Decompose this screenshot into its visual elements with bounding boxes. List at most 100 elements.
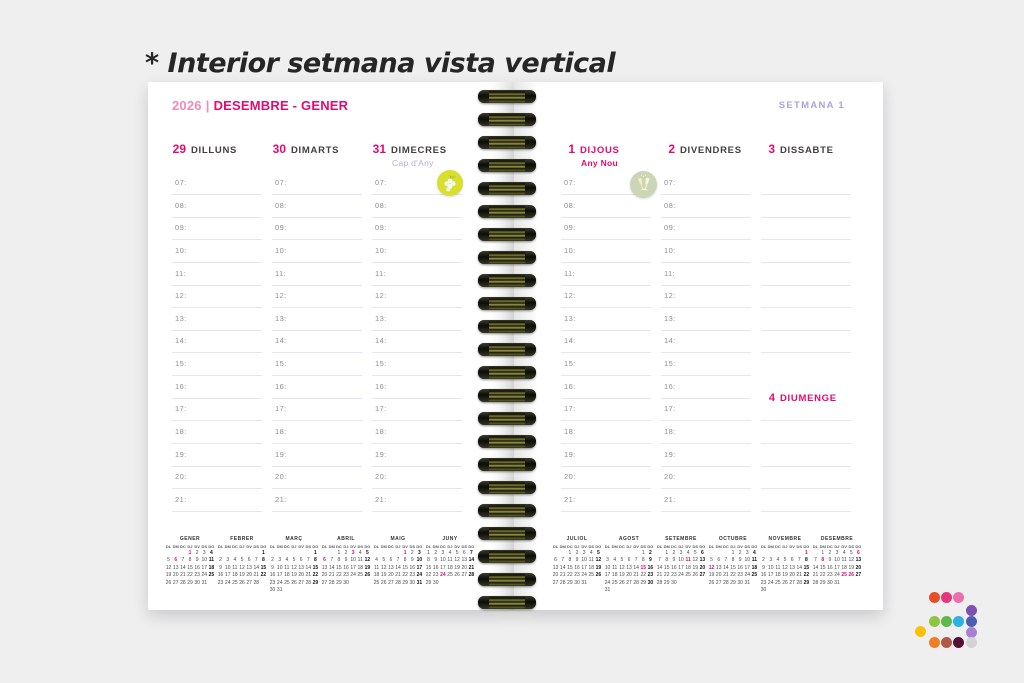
slot-rule [172, 216, 262, 218]
slot-rule [561, 284, 651, 286]
slot-rule [561, 510, 651, 512]
day-cell: 10 [350, 557, 356, 564]
spiral-coil [478, 549, 536, 563]
time-slot: 19: [172, 450, 262, 473]
day-cell: 15 [663, 564, 670, 571]
day-cell: 18 [357, 564, 364, 571]
month-title: GENER [179, 536, 201, 542]
weekday-cell: DL [708, 544, 715, 549]
weekday-cell: DL [217, 544, 224, 549]
day-cell: 10 [201, 557, 208, 564]
day-cell: 29 [402, 579, 408, 586]
empty-cell [633, 550, 640, 557]
day-cell: 20 [246, 572, 252, 579]
time-label: 14: [664, 336, 676, 346]
day-cell: 10 [416, 557, 423, 564]
time-slot [761, 223, 851, 246]
day-cell: 25 [232, 579, 238, 586]
slot-rule [761, 510, 851, 512]
day-cell: 18 [284, 572, 290, 579]
time-label: 10: [275, 245, 287, 255]
slot-rule [561, 420, 651, 422]
slot-rule [661, 442, 751, 444]
time-label: 14: [275, 336, 287, 346]
time-label: 15: [564, 359, 576, 368]
day-cell: 18 [611, 572, 618, 579]
time-label: 16: [564, 381, 576, 391]
day-cell: 8 [262, 557, 265, 564]
day-cell: 3 [582, 550, 586, 556]
day-cell: 21 [395, 572, 401, 579]
day-cell: 13 [298, 564, 304, 571]
time-label: 13: [664, 313, 676, 323]
day-cell: 26 [692, 572, 699, 579]
mini-calendar-abril: ABRIL DL DM DC DJ DV DS DG 1 2 3 4 5 6 7 8 9 10 11 12 13 14 15… [321, 536, 371, 594]
day-cell: 11 [751, 557, 758, 564]
empty-cell [789, 550, 796, 557]
weekday-cell: DL [165, 544, 172, 549]
time-slot: 08: [661, 201, 751, 224]
time-slot: 20: [272, 472, 362, 495]
spiral-coil [478, 503, 536, 517]
weekday-cell: DV [737, 544, 743, 549]
day-cell: 5 [710, 557, 713, 564]
day-cell: 25 [357, 572, 364, 579]
slot-rule [761, 284, 851, 286]
month-title: SETEMBRE [665, 536, 697, 542]
day-cell: 19 [239, 572, 245, 579]
time-slot: 21: [172, 495, 262, 518]
slot-rule [761, 465, 851, 467]
day-cell: 13 [388, 564, 394, 571]
weekday-row: DL DM DC DJ DV DS DG [552, 544, 602, 550]
day-cell: 2 [649, 550, 652, 556]
day-cell: 27 [855, 572, 862, 579]
time-label: 17: [564, 404, 576, 414]
day-cell: 17 [224, 572, 231, 579]
empty-cell [604, 550, 611, 557]
day-cell: 21 [796, 572, 803, 579]
slot-rule [761, 352, 851, 354]
spiral-coil [478, 572, 536, 586]
time-slot: 13: [561, 314, 651, 337]
colored-dots-logo [914, 591, 980, 651]
weekday-cell: DJ [239, 544, 245, 549]
day-cell: 13 [552, 564, 559, 571]
grapes-icon [437, 170, 463, 196]
day-cell: 16 [760, 572, 767, 579]
slot-rule [561, 239, 651, 241]
day-cell: 24 [834, 572, 840, 579]
slot-rule [761, 329, 851, 331]
day-cell: 29 [663, 579, 670, 586]
day-cell: 8 [805, 557, 808, 564]
day-cell: 13 [715, 564, 722, 571]
time-label: 18: [275, 426, 287, 436]
day-cell: 17 [350, 564, 356, 571]
time-slot: 18: [561, 427, 651, 450]
weekday-cell: DL [552, 544, 559, 549]
time-slot: 18: [272, 427, 362, 450]
time-slots: 4 DIUMENGE [761, 178, 851, 517]
day-name: DILLUNS [191, 145, 238, 156]
day-cell: 19 [364, 564, 371, 571]
day-cell: 5 [292, 557, 296, 564]
time-slot [761, 336, 851, 359]
day-cell: 31 [276, 586, 283, 593]
day-cell: 2 [195, 550, 199, 556]
time-label: 15: [375, 359, 387, 368]
day-cell: 11 [447, 557, 453, 564]
day-cell: 20 [172, 572, 179, 579]
day-cell: 9 [410, 557, 414, 564]
day-cell: 9 [672, 557, 676, 564]
day-cell: 19 [165, 572, 172, 579]
time-slot [761, 201, 851, 224]
time-label: 20: [175, 472, 187, 482]
slot-rule [272, 420, 362, 422]
time-slot: 18: [661, 427, 751, 450]
day-cell: 7 [814, 557, 817, 564]
weekday-cell: DC [722, 544, 729, 549]
day-cell: 26 [708, 579, 715, 586]
day-cell: 27 [246, 579, 252, 586]
slot-rule [661, 307, 751, 309]
day-cell: 8 [314, 557, 317, 564]
slot-rule [561, 194, 651, 195]
